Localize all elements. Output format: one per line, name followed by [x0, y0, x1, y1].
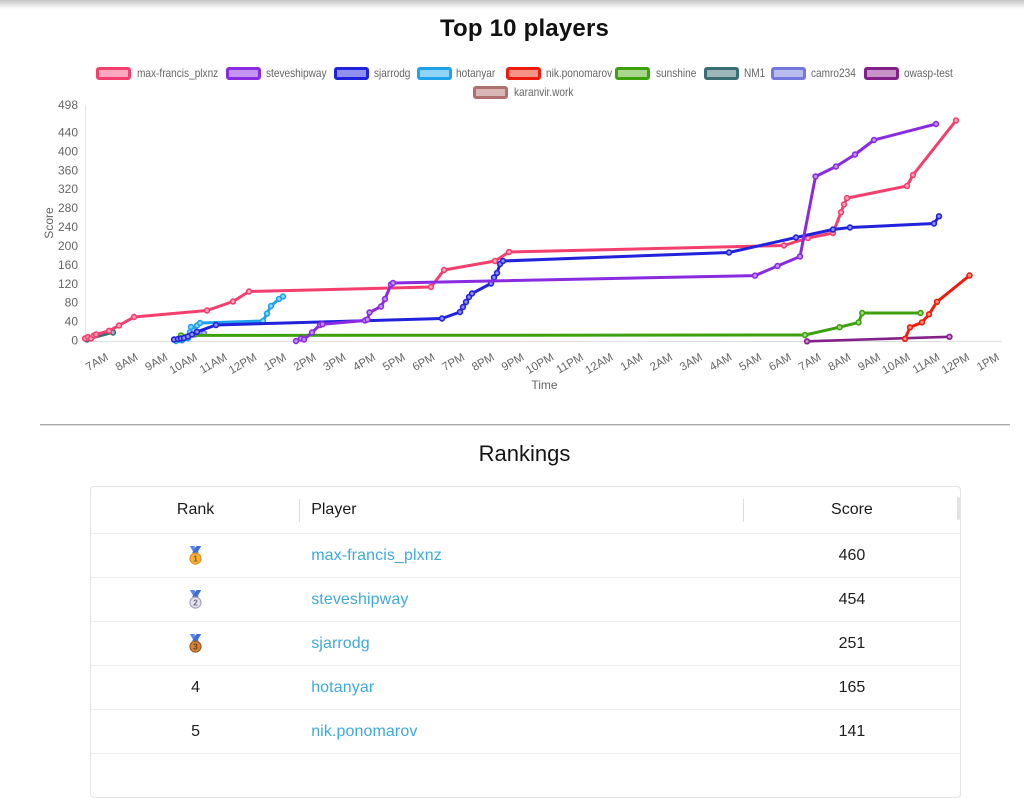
svg-text:7AM: 7AM	[797, 352, 823, 374]
svg-text:5AM: 5AM	[737, 352, 763, 374]
svg-text:Score: Score	[42, 207, 56, 239]
svg-text:9PM: 9PM	[500, 352, 526, 374]
svg-text:3: 3	[193, 642, 198, 652]
svg-text:3AM: 3AM	[678, 352, 704, 374]
svg-text:12PM: 12PM	[227, 352, 259, 377]
svg-text:1: 1	[193, 554, 198, 564]
svg-text:2AM: 2AM	[648, 352, 674, 374]
svg-text:400: 400	[58, 144, 78, 158]
svg-text:120: 120	[58, 277, 78, 291]
svg-text:320: 320	[58, 182, 78, 196]
svg-text:1AM: 1AM	[619, 352, 645, 374]
svg-text:8AM: 8AM	[114, 352, 140, 374]
svg-text:Time: Time	[531, 378, 558, 392]
svg-text:12PM: 12PM	[940, 352, 972, 377]
svg-text:4PM: 4PM	[351, 352, 377, 374]
svg-text:10AM: 10AM	[168, 352, 200, 377]
svg-text:10AM: 10AM	[880, 352, 912, 377]
svg-text:360: 360	[58, 163, 78, 177]
svg-text:10PM: 10PM	[524, 352, 556, 377]
svg-text:2: 2	[193, 598, 198, 608]
svg-text:1PM: 1PM	[262, 352, 288, 374]
svg-text:4AM: 4AM	[708, 352, 734, 374]
svg-text:6AM: 6AM	[767, 352, 793, 374]
svg-text:80: 80	[65, 296, 79, 310]
svg-text:498: 498	[58, 98, 78, 112]
svg-text:11AM: 11AM	[911, 352, 942, 377]
svg-text:2PM: 2PM	[292, 352, 318, 374]
svg-text:3PM: 3PM	[322, 352, 348, 374]
svg-text:9AM: 9AM	[143, 352, 169, 374]
svg-text:7PM: 7PM	[440, 352, 466, 374]
svg-text:9AM: 9AM	[856, 352, 882, 374]
svg-text:8AM: 8AM	[827, 352, 853, 374]
svg-text:440: 440	[58, 125, 78, 139]
svg-text:12AM: 12AM	[583, 352, 615, 377]
svg-text:200: 200	[58, 239, 78, 253]
svg-text:0: 0	[71, 334, 78, 348]
svg-text:1PM: 1PM	[975, 352, 1001, 374]
svg-text:7AM: 7AM	[84, 352, 110, 374]
svg-text:280: 280	[58, 201, 78, 215]
svg-text:40: 40	[65, 315, 79, 329]
svg-text:240: 240	[58, 220, 78, 234]
svg-text:160: 160	[58, 258, 78, 272]
svg-text:5PM: 5PM	[381, 352, 407, 374]
svg-text:8PM: 8PM	[470, 352, 496, 374]
svg-text:11AM: 11AM	[198, 352, 229, 377]
svg-text:6PM: 6PM	[411, 352, 437, 374]
svg-text:11PM: 11PM	[554, 352, 585, 377]
